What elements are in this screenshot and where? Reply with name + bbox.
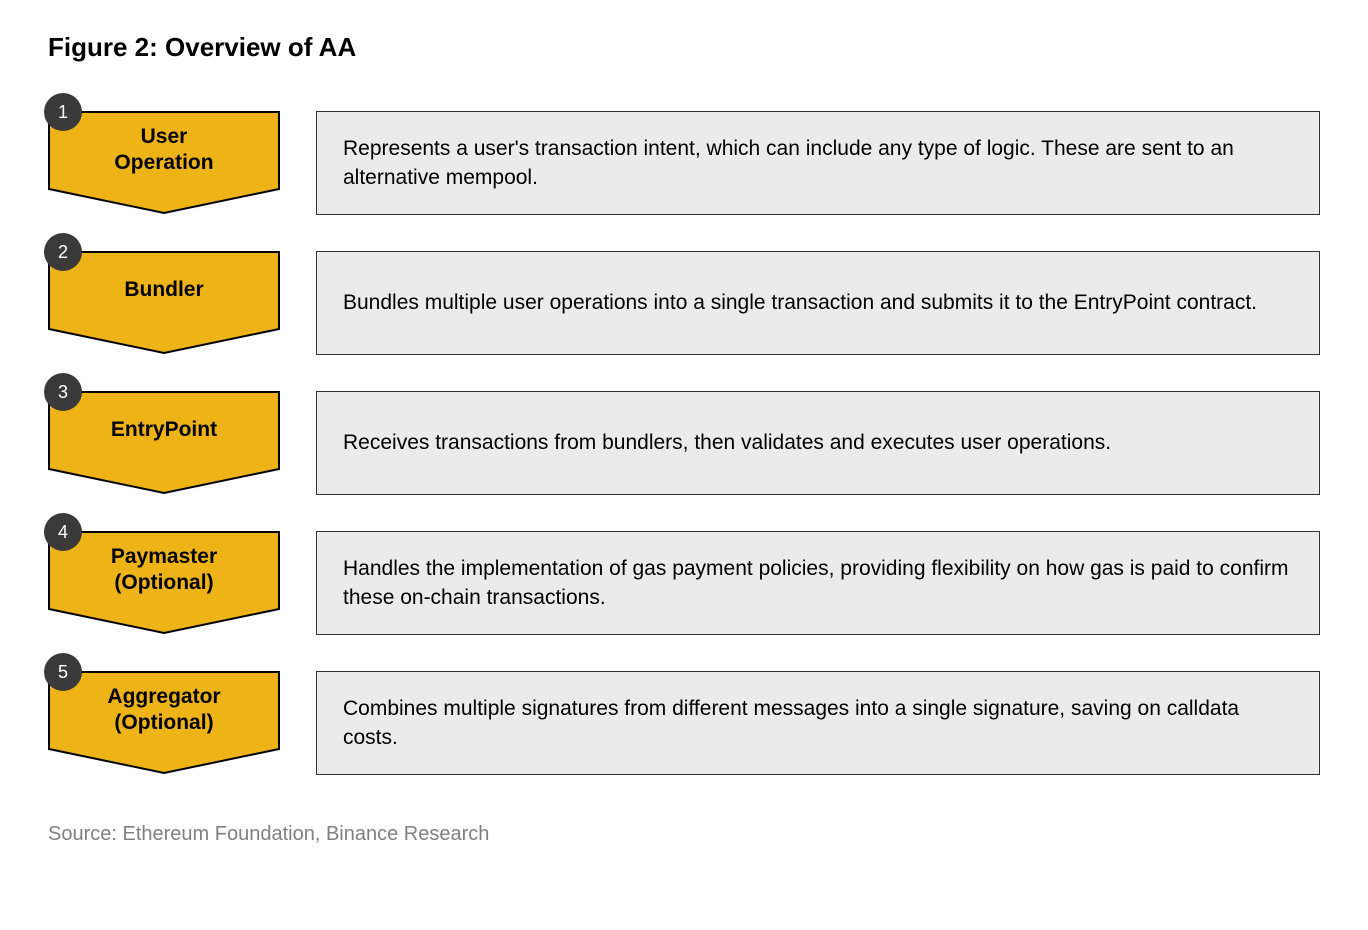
- step-description: Combines multiple signatures from differ…: [316, 671, 1320, 775]
- step-description: Bundles multiple user operations into a …: [316, 251, 1320, 355]
- step-row: 3 EntryPoint Receives transactions from …: [48, 391, 1320, 495]
- step-number-badge: 5: [44, 653, 82, 691]
- step-description: Handles the implementation of gas paymen…: [316, 531, 1320, 635]
- figure-title: Figure 2: Overview of AA: [48, 32, 1320, 63]
- step-description: Represents a user's transaction intent, …: [316, 111, 1320, 215]
- step-shape-wrap: 2 Bundler: [48, 251, 280, 355]
- step-label: User Operation: [48, 111, 280, 189]
- step-label: Aggregator (Optional): [48, 671, 280, 749]
- step-label: Paymaster (Optional): [48, 531, 280, 609]
- step-shape-wrap: 4 Paymaster (Optional): [48, 531, 280, 635]
- step-number-badge: 3: [44, 373, 82, 411]
- step-number-badge: 4: [44, 513, 82, 551]
- steps-container: 1 User Operation Represents a user's tra…: [48, 111, 1320, 775]
- step-label: EntryPoint: [48, 391, 280, 469]
- step-description: Receives transactions from bundlers, the…: [316, 391, 1320, 495]
- step-row: 5 Aggregator (Optional) Combines multipl…: [48, 671, 1320, 775]
- step-row: 4 Paymaster (Optional) Handles the imple…: [48, 531, 1320, 635]
- step-row: 2 Bundler Bundles multiple user operatio…: [48, 251, 1320, 355]
- step-number-badge: 1: [44, 93, 82, 131]
- step-label: Bundler: [48, 251, 280, 329]
- step-shape-wrap: 5 Aggregator (Optional): [48, 671, 280, 775]
- step-shape-wrap: 1 User Operation: [48, 111, 280, 215]
- step-row: 1 User Operation Represents a user's tra…: [48, 111, 1320, 215]
- source-attribution: Source: Ethereum Foundation, Binance Res…: [48, 823, 1320, 846]
- step-shape-wrap: 3 EntryPoint: [48, 391, 280, 495]
- step-number-badge: 2: [44, 233, 82, 271]
